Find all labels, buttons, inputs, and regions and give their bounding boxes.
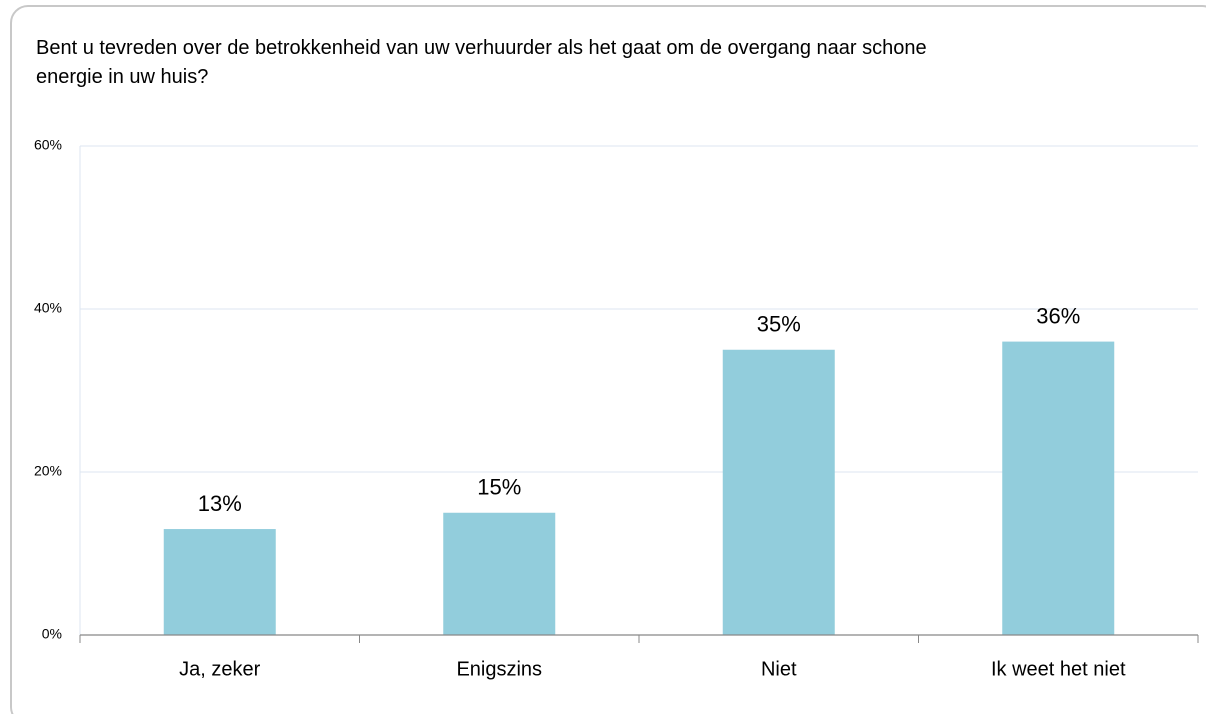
bar: [163, 529, 276, 635]
data-label: 35%: [757, 312, 801, 337]
chart-frame: [10, 5, 1206, 714]
y-tick-label: 0%: [42, 626, 62, 642]
x-tick-label: Ja, zeker: [179, 658, 260, 680]
data-label: 13%: [198, 491, 242, 516]
data-label: 15%: [477, 475, 521, 500]
y-tick-label: 60%: [34, 137, 62, 153]
x-tick-label: Ik weet het niet: [991, 658, 1126, 680]
y-tick-label: 40%: [34, 300, 62, 316]
bar: [722, 349, 835, 635]
bar: [1002, 341, 1115, 635]
x-tick-label: Niet: [761, 658, 797, 680]
y-tick-label: 20%: [34, 463, 62, 479]
x-tick-label: Enigszins: [456, 658, 542, 680]
data-label: 36%: [1036, 303, 1080, 328]
chart-title: Bent u tevreden over de betrokkenheid va…: [36, 37, 927, 88]
bar: [443, 512, 556, 635]
